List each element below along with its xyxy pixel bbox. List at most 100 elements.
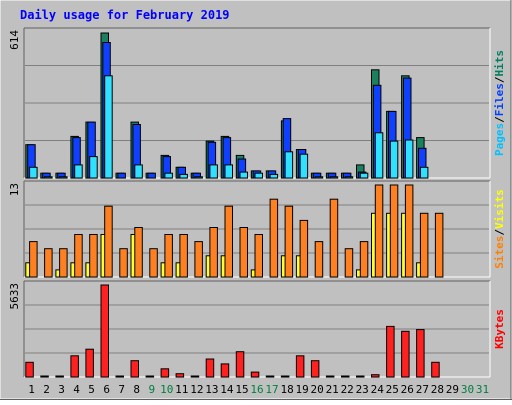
bar-pages-day-8 xyxy=(134,164,143,179)
day-label-29: 29 xyxy=(446,383,459,396)
bar-files-day-9 xyxy=(147,172,156,179)
bar-sites-day-19 xyxy=(299,219,309,278)
bar-pages-day-26 xyxy=(404,139,414,179)
day-label-28: 28 xyxy=(431,383,444,396)
bar-sites-day-17 xyxy=(269,198,279,278)
bar-sites-day-20 xyxy=(314,241,324,278)
bar-sites-day-9 xyxy=(149,248,158,278)
bar-kbytes-day-8 xyxy=(130,360,139,378)
bar-pages-day-5 xyxy=(89,156,98,179)
bar-sites-day-27 xyxy=(419,212,429,278)
bar-sites-day-13 xyxy=(209,227,218,278)
day-label-8: 8 xyxy=(133,383,140,396)
bar-sites-day-4 xyxy=(74,234,83,278)
day-label-30: 30 xyxy=(461,383,474,396)
axis-label-files: Files xyxy=(493,83,506,116)
bar-pages-day-20 xyxy=(314,176,324,179)
axis-label-visits: Visits xyxy=(493,189,506,229)
day-label-7: 7 xyxy=(118,383,125,396)
max-label-visits: 13 xyxy=(8,183,21,196)
day-label-12: 12 xyxy=(190,383,203,396)
bar-pages-day-3 xyxy=(59,176,68,179)
day-label-15: 15 xyxy=(235,383,248,396)
day-label-31: 31 xyxy=(476,383,489,396)
day-label-1: 1 xyxy=(28,383,35,396)
bar-kbytes-day-25 xyxy=(386,325,395,378)
bar-sites-day-11 xyxy=(179,234,188,278)
day-label-4: 4 xyxy=(73,383,80,396)
bar-kbytes-day-19 xyxy=(295,355,305,378)
bar-sites-day-12 xyxy=(194,241,203,278)
bar-kbytes-day-18 xyxy=(280,375,290,378)
bar-kbytes-day-5 xyxy=(85,348,94,378)
axis-label-visits: Sites/Visits xyxy=(493,189,506,269)
bar-pages-day-16 xyxy=(254,172,263,179)
day-label-11: 11 xyxy=(175,383,188,396)
bar-kbytes-day-7 xyxy=(115,375,124,378)
axis-label-kbytes: KBytes xyxy=(493,309,506,349)
axis-label-kbytes: KBytes xyxy=(493,309,506,349)
day-label-10: 10 xyxy=(160,383,173,396)
day-label-6: 6 xyxy=(103,383,110,396)
bar-sites-day-16 xyxy=(254,234,263,278)
bar-sites-day-28 xyxy=(434,212,444,278)
day-label-3: 3 xyxy=(58,383,65,396)
bar-pages-day-4 xyxy=(74,164,83,179)
axis-label-sites: Sites xyxy=(493,236,506,269)
bar-pages-day-22 xyxy=(344,176,354,179)
bar-pages-day-13 xyxy=(209,164,218,179)
bar-sites-day-1 xyxy=(29,241,38,278)
bar-files-day-7 xyxy=(117,172,126,179)
day-label-27: 27 xyxy=(416,383,429,396)
day-label-23: 23 xyxy=(356,383,369,396)
bar-kbytes-day-21 xyxy=(325,375,335,378)
bar-pages-day-6 xyxy=(104,75,113,179)
max-label-kbytes: 5633 xyxy=(8,283,21,310)
bar-sites-day-25 xyxy=(389,184,399,278)
bar-pages-day-15 xyxy=(239,171,248,179)
bar-kbytes-day-28 xyxy=(431,361,440,378)
bar-sites-day-15 xyxy=(239,227,248,278)
bar-pages-day-14 xyxy=(224,164,233,179)
bar-kbytes-day-14 xyxy=(220,363,230,378)
bar-sites-day-8 xyxy=(134,227,143,278)
bar-pages-day-24 xyxy=(374,132,384,179)
axis-label-separator: / xyxy=(493,116,506,123)
bar-pages-day-12 xyxy=(194,176,203,179)
bar-kbytes-day-15 xyxy=(235,351,245,378)
bar-kbytes-day-4 xyxy=(70,355,79,378)
bar-kbytes-day-2 xyxy=(40,375,49,378)
chart-panels: 614Pages/Files/Hits13Sites/Visits5633KBy… xyxy=(8,27,506,378)
bar-sites-day-23 xyxy=(359,241,369,278)
bar-pages-day-17 xyxy=(269,173,279,179)
day-label-13: 13 xyxy=(205,383,218,396)
bar-pages-day-23 xyxy=(359,172,369,179)
bar-kbytes-day-9 xyxy=(145,375,155,378)
bar-sites-day-10 xyxy=(164,234,173,278)
bar-kbytes-day-27 xyxy=(416,329,425,378)
bar-kbytes-day-11 xyxy=(175,373,185,378)
bar-kbytes-day-22 xyxy=(341,375,350,378)
day-label-5: 5 xyxy=(88,383,95,396)
bar-sites-day-14 xyxy=(224,205,233,278)
bar-pages-day-27 xyxy=(419,166,429,179)
bar-sites-day-24 xyxy=(374,184,384,278)
bar-sites-day-7 xyxy=(119,248,128,278)
bar-kbytes-day-6 xyxy=(100,284,109,378)
day-label-17: 17 xyxy=(265,383,278,396)
bar-sites-day-6 xyxy=(104,205,113,278)
day-label-19: 19 xyxy=(295,383,308,396)
day-label-25: 25 xyxy=(386,383,399,396)
bar-sites-day-2 xyxy=(44,248,53,278)
bar-kbytes-day-10 xyxy=(160,368,170,378)
day-labels: 1 2 3 4 5 6 7 8 9 10 11 12 13 14 15 16 17 18 19 20 21 22 23 24 2… xyxy=(28,383,489,396)
bar-kbytes-day-26 xyxy=(401,330,410,378)
bar-pages-day-2 xyxy=(44,176,53,179)
axis-label-hits: Hits xyxy=(493,50,506,77)
max-label-hits: 614 xyxy=(8,30,21,50)
bar-kbytes-day-13 xyxy=(205,358,215,378)
day-label-24: 24 xyxy=(371,383,385,396)
